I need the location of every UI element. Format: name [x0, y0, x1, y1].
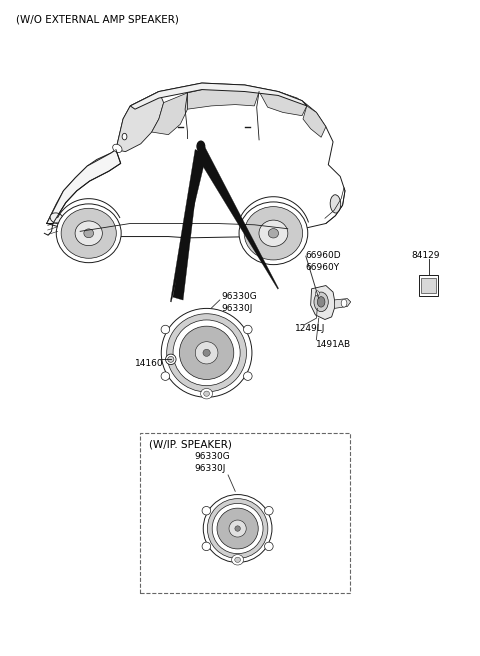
Text: 66960Y: 66960Y: [306, 262, 340, 272]
Ellipse shape: [195, 342, 218, 364]
Bar: [421, 278, 436, 293]
Bar: [140, 432, 350, 592]
Polygon shape: [130, 83, 307, 109]
Text: (W/IP. SPEAKER): (W/IP. SPEAKER): [149, 439, 232, 449]
Polygon shape: [259, 92, 307, 115]
Circle shape: [122, 133, 127, 140]
Ellipse shape: [75, 221, 102, 245]
Polygon shape: [311, 285, 336, 319]
Ellipse shape: [84, 229, 94, 237]
Ellipse shape: [61, 209, 116, 258]
Ellipse shape: [239, 202, 308, 264]
Polygon shape: [173, 152, 201, 300]
Bar: [419, 275, 438, 296]
Ellipse shape: [217, 508, 258, 549]
Ellipse shape: [161, 372, 169, 380]
Ellipse shape: [167, 314, 247, 392]
Text: 96330G: 96330G: [221, 292, 257, 301]
Ellipse shape: [203, 349, 210, 356]
Circle shape: [315, 291, 319, 296]
Ellipse shape: [113, 144, 122, 152]
Text: 1491AB: 1491AB: [316, 340, 351, 349]
Ellipse shape: [330, 195, 341, 213]
Ellipse shape: [264, 506, 273, 515]
Ellipse shape: [202, 542, 211, 550]
Ellipse shape: [161, 325, 169, 334]
Text: 96330J: 96330J: [221, 304, 252, 313]
Polygon shape: [335, 298, 351, 308]
Ellipse shape: [244, 207, 302, 260]
Circle shape: [317, 297, 325, 307]
Ellipse shape: [243, 372, 252, 380]
Polygon shape: [152, 93, 188, 134]
Polygon shape: [170, 150, 206, 302]
Ellipse shape: [50, 213, 63, 224]
Ellipse shape: [204, 391, 209, 396]
Ellipse shape: [229, 520, 246, 537]
Ellipse shape: [166, 354, 176, 365]
Text: 96330G: 96330G: [195, 452, 230, 461]
Circle shape: [197, 141, 204, 152]
Ellipse shape: [207, 499, 268, 558]
Ellipse shape: [212, 503, 263, 554]
Text: 1249LJ: 1249LJ: [295, 324, 325, 333]
Ellipse shape: [235, 526, 240, 531]
Text: 14160: 14160: [135, 359, 164, 368]
Ellipse shape: [161, 308, 252, 398]
Polygon shape: [303, 106, 326, 137]
Text: 84129: 84129: [412, 251, 440, 260]
Ellipse shape: [264, 542, 273, 550]
Text: (W/O EXTERNAL AMP SPEAKER): (W/O EXTERNAL AMP SPEAKER): [16, 14, 179, 24]
Polygon shape: [116, 92, 164, 152]
Ellipse shape: [168, 356, 174, 362]
Text: 66960D: 66960D: [306, 251, 341, 260]
Ellipse shape: [259, 220, 288, 247]
Ellipse shape: [201, 388, 213, 399]
Ellipse shape: [235, 557, 240, 562]
Polygon shape: [47, 83, 345, 238]
Circle shape: [314, 292, 328, 312]
Polygon shape: [188, 88, 259, 109]
Polygon shape: [47, 150, 120, 224]
Circle shape: [341, 299, 347, 307]
Ellipse shape: [268, 228, 278, 238]
Ellipse shape: [180, 326, 234, 379]
Ellipse shape: [243, 325, 252, 334]
Text: 96330J: 96330J: [195, 464, 226, 473]
Ellipse shape: [203, 495, 272, 562]
Ellipse shape: [173, 320, 240, 386]
Polygon shape: [197, 147, 278, 289]
Ellipse shape: [56, 204, 121, 262]
Ellipse shape: [232, 554, 243, 565]
Ellipse shape: [202, 506, 211, 515]
